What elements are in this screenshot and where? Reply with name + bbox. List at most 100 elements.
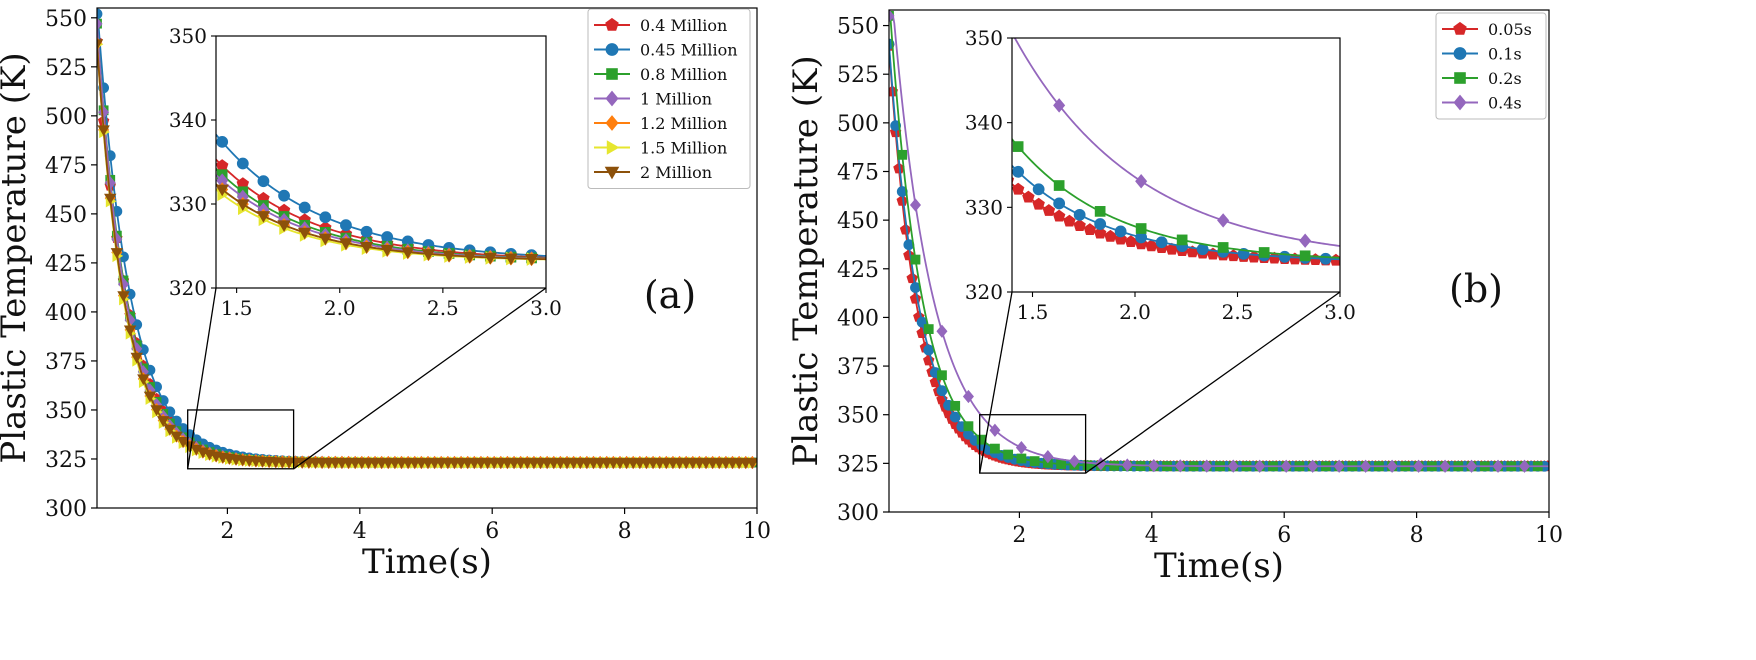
inset-data-point: [982, 153, 994, 164]
legend-label: 0.45 Million: [640, 41, 738, 60]
data-point: [1003, 449, 1014, 460]
data-point: [1439, 459, 1451, 473]
inset-y-tick-label: 330: [169, 192, 207, 216]
inset-data-point: [1042, 204, 1056, 216]
inset-data-point: [1032, 197, 1045, 210]
data-point: [936, 324, 948, 338]
legend-box: [1435, 12, 1547, 120]
inset-data-point: [1217, 242, 1229, 253]
legend-marker: [606, 140, 620, 155]
inset-data-point: [1217, 213, 1230, 228]
data-point: [909, 292, 922, 304]
inset-data-point: [1032, 183, 1045, 196]
inset-data-point: [257, 175, 270, 188]
legend-marker: [605, 115, 619, 131]
data-point: [1254, 459, 1266, 473]
inset-data-point: [1053, 180, 1065, 191]
inset-data-point: [1278, 250, 1291, 263]
inset-data-point: [1012, 165, 1025, 178]
inset-data-point: [216, 184, 229, 197]
inset-data-point: [971, 141, 983, 152]
data-point: [1492, 459, 1504, 473]
data-point: [1082, 460, 1093, 471]
zoom-box: [187, 409, 295, 470]
data-point: [117, 291, 130, 302]
y-tick-label: 500: [837, 112, 879, 137]
data-point: [889, 10, 895, 23]
inset-x-tick-label: 2.0: [324, 296, 356, 320]
y-axis-label: Plastic Temperature (K): [786, 55, 826, 466]
inset-data-point: [1012, 182, 1025, 195]
legend-label: 2 Million: [640, 163, 712, 182]
inset-data-point: [319, 211, 332, 224]
data-point: [1201, 459, 1213, 473]
data-point: [97, 39, 104, 51]
data-point: [1109, 460, 1119, 471]
legend-label: 0.2s: [1488, 69, 1522, 88]
inset-data-point: [1299, 250, 1311, 262]
inset-data-point: [1083, 223, 1097, 235]
data-point: [1015, 441, 1027, 455]
data-point: [130, 352, 143, 364]
inset-data-point: [1114, 225, 1127, 238]
data-point: [157, 416, 170, 427]
data-point: [97, 8, 103, 20]
inset-data-point: [1135, 173, 1148, 189]
y-tick-label: 375: [837, 355, 879, 380]
data-point: [897, 149, 908, 160]
y-tick-label: 550: [837, 15, 879, 40]
inset-data-point: [380, 244, 394, 257]
data-point: [936, 385, 948, 397]
inset-data-point: [1073, 208, 1086, 221]
zoom-connector: [979, 291, 1013, 474]
inset-data-point: [359, 241, 374, 254]
inset-data-point: [1093, 226, 1107, 239]
inset-x-tick-label: 2.5: [1222, 300, 1254, 324]
x-tick-label: 8: [618, 519, 632, 544]
legend-marker: [605, 43, 619, 56]
data-point: [746, 458, 757, 469]
data-point: [906, 272, 918, 284]
zoom-connector: [1085, 291, 1341, 474]
y-tick-label: 500: [45, 105, 87, 130]
inset-data-point: [196, 154, 207, 167]
data-point: [97, 125, 110, 137]
data-point: [123, 325, 137, 337]
inset-data-point: [297, 227, 312, 240]
plot-frame: [96, 7, 758, 509]
inset-y-tick-label: 330: [965, 195, 1003, 219]
data-point: [104, 193, 117, 205]
legend-marker: [1453, 47, 1467, 60]
legend-label: 1.5 Million: [640, 139, 727, 158]
legend-label: 0.4 Million: [640, 16, 727, 35]
inset-data-point: [1073, 219, 1086, 232]
data-point: [896, 186, 908, 197]
y-tick-label: 350: [837, 404, 879, 429]
data-point: [137, 374, 150, 386]
legend-marker: [1453, 94, 1467, 111]
y-tick-label: 300: [45, 497, 87, 522]
inset-data-point: [1094, 218, 1107, 230]
y-tick-label: 450: [837, 209, 879, 234]
inset-data-point: [360, 225, 373, 238]
inset-x-tick-label: 1.5: [221, 296, 253, 320]
legend-label: 1.2 Million: [640, 114, 727, 133]
zoom-box: [979, 414, 1087, 474]
legend-marker: [606, 68, 618, 80]
data-point: [1518, 459, 1531, 473]
x-tick-label: 2: [1012, 523, 1026, 548]
inset-data-point: [1053, 197, 1066, 210]
data-point: [1280, 459, 1292, 473]
y-tick-label: 400: [837, 306, 879, 331]
data-point: [963, 421, 974, 432]
x-axis-label: Time(s): [362, 542, 492, 582]
x-tick-label: 4: [353, 519, 367, 544]
data-point: [1068, 454, 1080, 468]
inset-x-tick-label: 3.0: [530, 296, 562, 320]
zoom-connector: [293, 287, 547, 470]
inset-data-point: [992, 164, 1004, 175]
y-tick-label: 400: [45, 301, 87, 326]
x-tick-label: 4: [1145, 523, 1159, 548]
inset-data-point: [196, 137, 208, 148]
